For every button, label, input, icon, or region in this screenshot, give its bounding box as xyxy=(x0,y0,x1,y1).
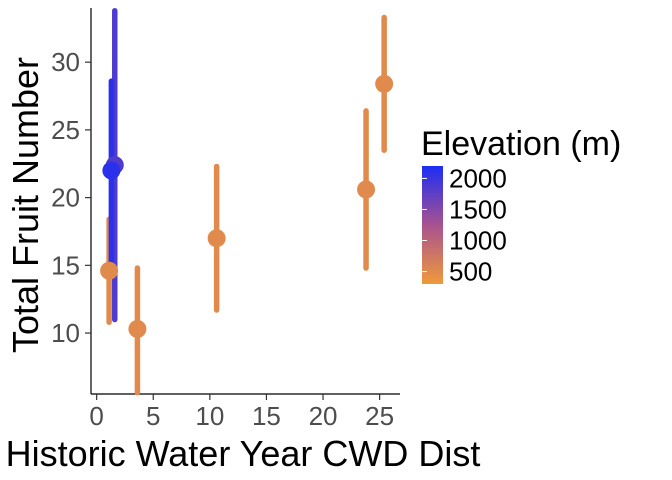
axes xyxy=(90,8,400,395)
legend-label: 500 xyxy=(449,257,492,287)
legend-label: 2000 xyxy=(449,163,507,193)
legend-label: 1500 xyxy=(449,194,507,224)
y-tick-label: 30 xyxy=(51,47,80,77)
x-tick-label: 10 xyxy=(195,401,224,431)
legend-title: Elevation (m) xyxy=(421,125,621,163)
y-tick-label: 25 xyxy=(51,115,80,145)
x-tick-label: 5 xyxy=(146,401,160,431)
x-tick-label: 20 xyxy=(309,401,338,431)
x-tick-label: 0 xyxy=(89,401,103,431)
error-bars xyxy=(106,7,387,396)
y-tick-label: 10 xyxy=(51,318,80,348)
x-axis-title: Historic Water Year CWD Dist xyxy=(6,433,481,474)
data-point xyxy=(207,229,226,248)
y-ticks: 10 15 20 25 30 xyxy=(51,47,91,348)
data-point xyxy=(100,261,119,280)
x-tick-label: 25 xyxy=(365,401,394,431)
data-point xyxy=(128,319,147,338)
data-point xyxy=(375,74,394,93)
data-points xyxy=(100,74,394,338)
data-point xyxy=(357,180,376,199)
legend-colorbar xyxy=(422,166,443,284)
data-point xyxy=(102,161,121,180)
legend-label: 1000 xyxy=(449,226,507,256)
y-tick-label: 15 xyxy=(51,250,80,280)
y-tick-label: 20 xyxy=(51,183,80,213)
x-ticks: 0 5 10 15 20 25 xyxy=(89,394,394,431)
x-tick-label: 15 xyxy=(252,401,281,431)
y-axis-title: Total Fruit Number xyxy=(5,57,46,353)
